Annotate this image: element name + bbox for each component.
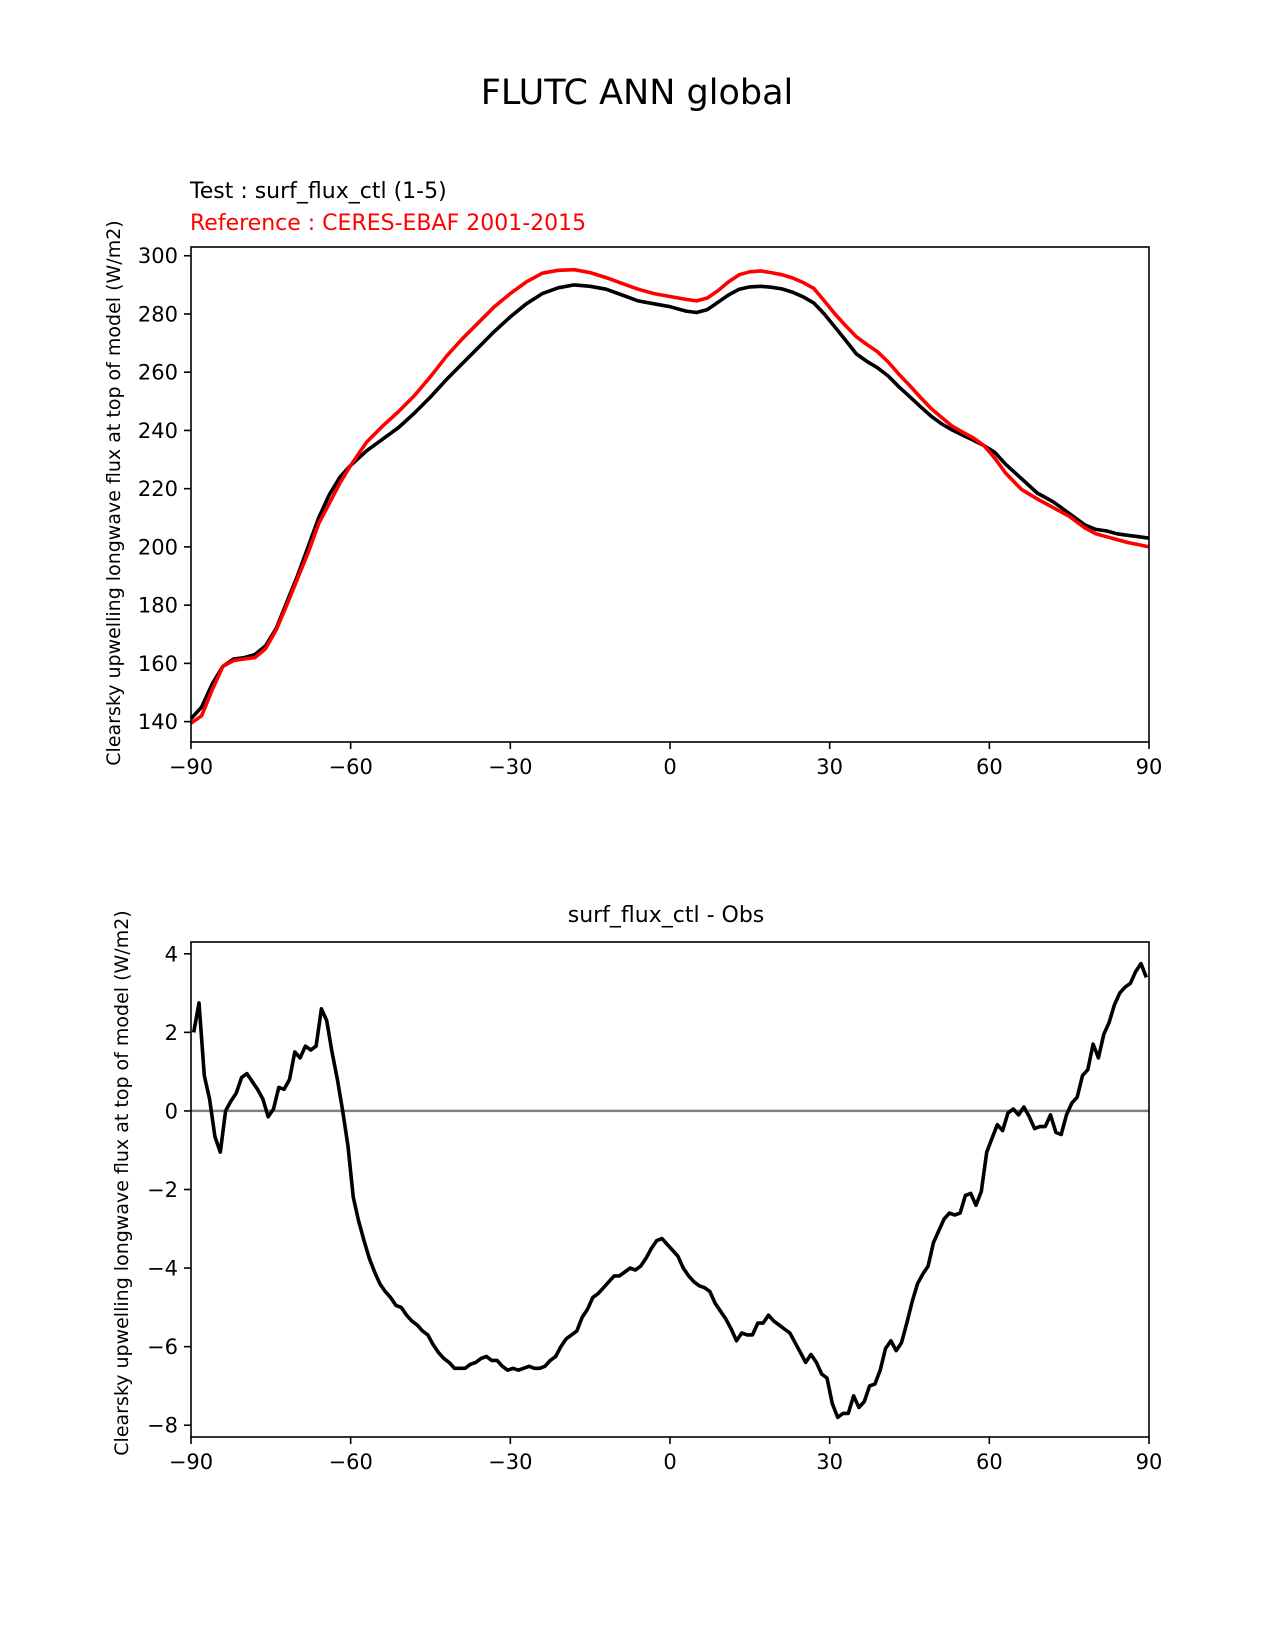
bottom-x-tick-label: −60 [329,1450,373,1474]
top-y-tick-label: 200 [138,535,178,559]
bottom-y-tick-label: 2 [165,1021,178,1045]
bottom-x-tick-label: −30 [488,1450,532,1474]
top-y-tick-label: 260 [138,361,178,385]
reference-label: Reference : CERES-EBAF 2001-2015 [190,211,586,236]
top-y-tick-label: 240 [138,419,178,443]
top-y-tick-label: 140 [138,710,178,734]
top-x-tick-label: 0 [663,755,676,779]
top-y-tick-label: 160 [138,652,178,676]
top-y-tick-label: 220 [138,477,178,501]
top-y-tick-label: 280 [138,302,178,326]
bottom-x-tick-label: 30 [816,1450,843,1474]
bottom-y-tick-label: −6 [147,1335,178,1359]
bottom-x-tick-label: 0 [663,1450,676,1474]
bottom-x-tick-label: −90 [169,1450,213,1474]
top-y-tick-label: 300 [138,244,178,268]
top-x-tick-label: 60 [976,755,1003,779]
bottom-y-tick-label: 4 [165,942,178,966]
bottom-y-tick-label: −8 [147,1414,178,1438]
bottom-panel-title: surf_flux_ctl - Obs [568,903,765,928]
figure-title: FLUTC ANN global [481,73,794,113]
top-x-tick-label: −30 [488,755,532,779]
top-x-tick-label: −60 [329,755,373,779]
test-label: Test : surf_flux_ctl (1-5) [189,179,447,204]
bottom-y-tick-label: 0 [165,1099,178,1123]
top-x-tick-label: 30 [816,755,843,779]
top-x-tick-label: 90 [1136,755,1163,779]
bottom-y-tick-label: −4 [147,1257,178,1281]
top-y-tick-label: 180 [138,594,178,618]
bottom-series-line-0 [191,961,1148,1420]
bottom-plot-area: −90 −60 −30 0 30 60 90 −8 −6 −4 −2 0 2 4 [147,941,1163,1474]
top-y-axis-label: Clearsky upwelling longwave flux at top … [103,220,125,765]
bottom-x-tick-label: 60 [976,1450,1003,1474]
top-plot-area: −90 −60 −30 0 30 60 90 140 160 180 200 220 240 260 280… [138,244,1162,779]
bottom-y-tick-label: −2 [147,1178,178,1202]
bottom-y-axis-label: Clearsky upwelling longwave flux at top … [111,910,133,1455]
top-panel: Test : surf_flux_ctl (1-5) Reference : C… [103,179,1162,779]
top-x-tick-label: −90 [169,755,213,779]
bottom-panel: surf_flux_ctl - Obs −90 −60 −30 0 30 60 90−8−6… [111,903,1162,1474]
top-series-line-1 [189,267,1150,725]
bottom-x-tick-label: 90 [1136,1450,1163,1474]
